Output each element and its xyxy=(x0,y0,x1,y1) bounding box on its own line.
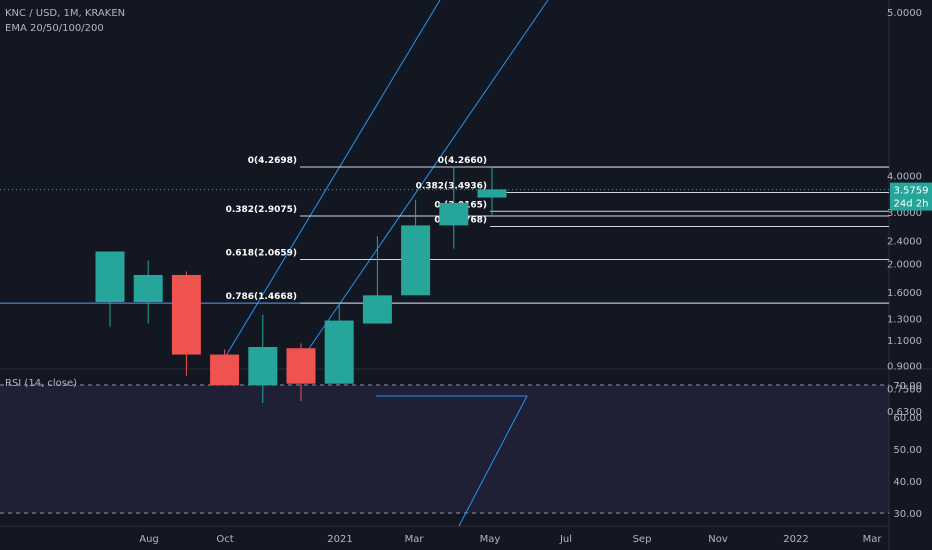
channel-line-upper xyxy=(217,0,441,370)
current-price-tag: 3.5759 24d 2h xyxy=(890,182,932,211)
time-axis-label: Sep xyxy=(633,534,652,545)
price-axis-label: 2.0000 xyxy=(887,260,922,271)
rsi-axis-label: 50.00 xyxy=(893,445,922,456)
price-axis-label: 5.0000 xyxy=(887,8,922,19)
candle-body xyxy=(286,348,316,384)
rsi-axis-label: 70.00 xyxy=(893,381,922,392)
candle-body xyxy=(133,274,163,303)
indicator-legend: EMA 20/50/100/200 xyxy=(5,23,104,34)
channel-line-lower xyxy=(294,0,549,370)
time-axis-label: Nov xyxy=(708,534,728,545)
rsi-axis-label: 30.00 xyxy=(893,509,922,520)
candle-body xyxy=(248,347,278,386)
fib-levels: 0(4.2698)0(4.2660)0.382(3.4936)0.(3.0165… xyxy=(226,156,889,304)
candle-body xyxy=(95,251,125,303)
fib-level-label: 0.382(3.4936) xyxy=(416,182,487,192)
time-axis-label: Mar xyxy=(863,534,883,545)
price-axis-label: 0.7500 xyxy=(887,385,922,396)
candle-body xyxy=(171,274,201,355)
price-axis-label: 2.4000 xyxy=(887,236,922,247)
fib-level-label: 0.786(1.4668) xyxy=(226,292,297,302)
candles xyxy=(95,166,507,404)
fib-level-label: 0.618(2.0659) xyxy=(226,249,297,259)
candle-body xyxy=(362,295,392,324)
rsi-axis-label: 60.00 xyxy=(893,413,922,424)
candle-body xyxy=(439,202,469,226)
time-axis-label: 2021 xyxy=(327,534,352,545)
current-price-value: 3.5759 xyxy=(894,186,929,197)
rsi-drawing xyxy=(376,395,528,527)
rsi-band xyxy=(0,385,889,513)
price-axis-label: 1.3000 xyxy=(887,315,922,326)
candle-body xyxy=(324,320,354,384)
price-axis-label: 1.1000 xyxy=(887,336,922,347)
fib-level-label: 0(4.2698) xyxy=(248,156,297,166)
candle-body xyxy=(477,189,507,198)
symbol-title: KNC / USD, 1M, KRAKEN xyxy=(5,8,126,19)
fib-level-label: 0(4.2660) xyxy=(438,156,487,166)
price-axis-label: 3.0000 xyxy=(887,208,922,219)
candle-body xyxy=(401,225,431,296)
price-axis-label: 4.0000 xyxy=(887,171,922,182)
time-axis-label: Oct xyxy=(216,534,233,545)
time-axis-label: Aug xyxy=(139,534,159,545)
price-axis-label: 0.6300 xyxy=(887,407,922,418)
time-axis-label: Jul xyxy=(559,534,572,545)
candle-body xyxy=(210,354,240,386)
fib-level-label: 0.382(2.9075) xyxy=(226,205,297,215)
current-price-tag-bg xyxy=(890,182,932,211)
time-axis-label: May xyxy=(480,534,501,545)
price-axis-label: 0.9000 xyxy=(887,361,922,372)
price-axis-label: 1.6000 xyxy=(887,288,922,299)
rsi-axis-label: 40.00 xyxy=(893,477,922,488)
rsi-legend: RSI (14, close) xyxy=(5,378,78,389)
time-axis-label: Mar xyxy=(405,534,425,545)
time-axis-label: 2022 xyxy=(783,534,808,545)
bar-countdown: 24d 2h xyxy=(894,199,929,210)
